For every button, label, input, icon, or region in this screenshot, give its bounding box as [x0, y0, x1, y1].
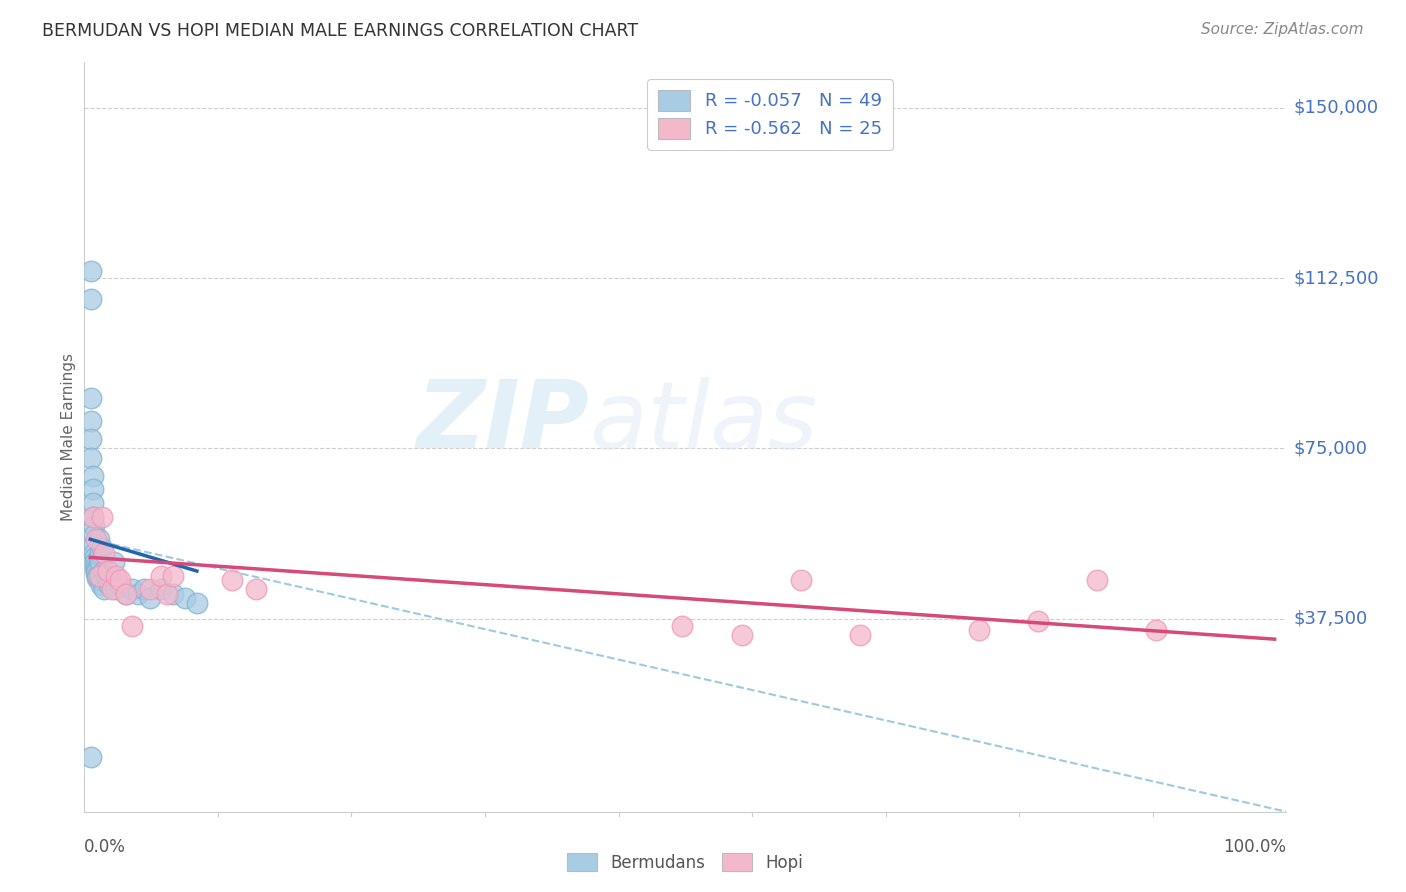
Point [80, 450, 103, 465]
Point [86, 568, 108, 582]
Point [731, 627, 754, 641]
Point [108, 573, 131, 587]
Point [94, 568, 117, 582]
Point [84, 562, 107, 576]
Point [90, 577, 112, 591]
Point [93, 564, 115, 578]
Point [138, 582, 160, 597]
Point [80, 264, 103, 278]
Point [87, 573, 110, 587]
Point [121, 618, 143, 632]
Point [132, 582, 155, 597]
Point [91, 509, 114, 524]
Text: BERMUDAN VS HOPI MEDIAN MALE EARNINGS CORRELATION CHART: BERMUDAN VS HOPI MEDIAN MALE EARNINGS CO… [42, 22, 638, 40]
Point [105, 582, 128, 597]
Point [114, 587, 136, 601]
Point [84, 555, 107, 569]
Point [790, 573, 813, 587]
Point [1026, 614, 1049, 628]
Point [83, 527, 105, 541]
Legend: Bermudans, Hopi: Bermudans, Hopi [561, 847, 810, 879]
Point [82, 509, 104, 524]
Point [671, 618, 693, 632]
Point [100, 582, 122, 597]
Point [93, 582, 115, 597]
Point [221, 573, 243, 587]
Point [83, 537, 105, 551]
Point [127, 587, 149, 601]
Point [114, 587, 136, 601]
Point [80, 292, 103, 306]
Point [84, 564, 107, 578]
Point [967, 623, 990, 637]
Point [849, 627, 872, 641]
Point [150, 568, 173, 582]
Y-axis label: Median Male Earnings: Median Male Earnings [60, 353, 76, 521]
Point [84, 559, 107, 574]
Point [82, 483, 104, 497]
Point [103, 555, 125, 569]
Point [108, 577, 131, 591]
Point [245, 582, 267, 597]
Point [174, 591, 197, 606]
Point [97, 564, 120, 578]
Text: ZIP: ZIP [416, 376, 589, 468]
Point [89, 555, 111, 569]
Text: $150,000: $150,000 [1294, 99, 1379, 117]
Point [87, 568, 110, 582]
Point [156, 587, 179, 601]
Point [91, 573, 114, 587]
Point [83, 546, 105, 560]
Point [186, 596, 208, 610]
Point [84, 550, 107, 565]
Point [84, 566, 107, 581]
Point [91, 541, 114, 556]
Point [82, 468, 104, 483]
Point [100, 568, 122, 582]
Point [162, 587, 184, 601]
Point [138, 591, 160, 606]
Text: 100.0%: 100.0% [1223, 838, 1286, 856]
Text: $112,500: $112,500 [1294, 269, 1379, 287]
Point [89, 546, 111, 560]
Point [80, 750, 103, 764]
Point [86, 571, 108, 585]
Point [98, 577, 121, 591]
Point [105, 568, 128, 582]
Text: $37,500: $37,500 [1294, 610, 1368, 628]
Point [1085, 573, 1108, 587]
Point [84, 533, 107, 547]
Point [82, 496, 104, 510]
Point [162, 568, 184, 582]
Point [80, 433, 103, 447]
Point [87, 533, 110, 547]
Point [1144, 623, 1167, 637]
Point [80, 392, 103, 406]
Point [80, 414, 103, 428]
Point [97, 573, 120, 587]
Point [121, 582, 143, 597]
Point [83, 518, 105, 533]
Point [150, 582, 173, 597]
Point [89, 568, 111, 582]
Text: Source: ZipAtlas.com: Source: ZipAtlas.com [1201, 22, 1364, 37]
Text: $75,000: $75,000 [1294, 440, 1368, 458]
Point [82, 509, 104, 524]
Text: 0.0%: 0.0% [84, 838, 127, 856]
Text: atlas: atlas [589, 376, 817, 467]
Point [93, 546, 115, 560]
